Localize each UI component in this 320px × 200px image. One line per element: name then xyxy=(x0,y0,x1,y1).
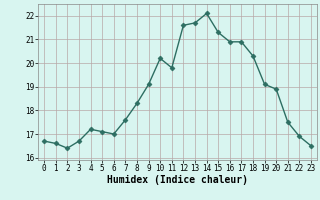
X-axis label: Humidex (Indice chaleur): Humidex (Indice chaleur) xyxy=(107,175,248,185)
